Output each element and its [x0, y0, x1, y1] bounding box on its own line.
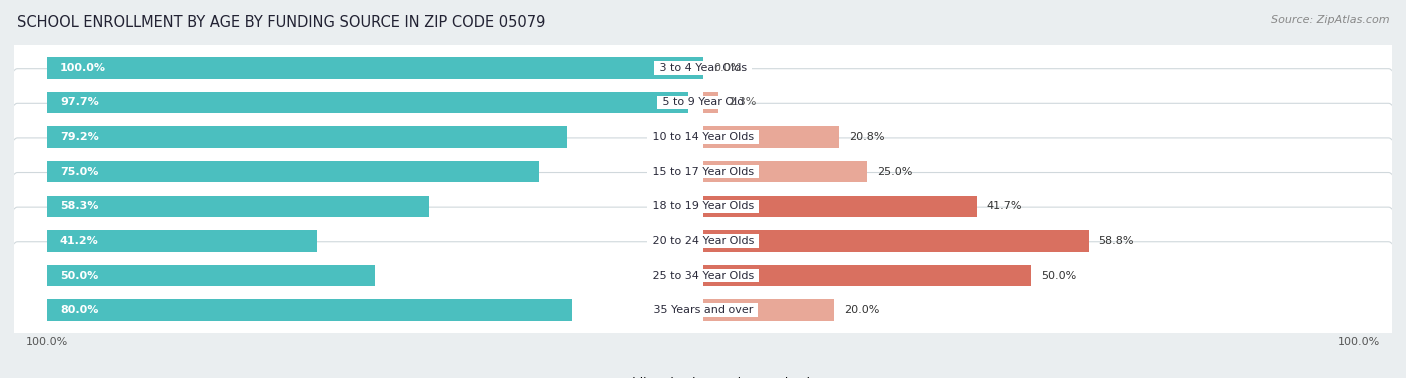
FancyBboxPatch shape: [7, 103, 1399, 240]
Bar: [703, 299, 834, 321]
Legend: Public School, Private School: Public School, Private School: [596, 377, 810, 378]
Bar: [703, 92, 718, 113]
Bar: [46, 126, 567, 148]
FancyBboxPatch shape: [7, 34, 1399, 171]
Text: 2.3%: 2.3%: [728, 98, 756, 107]
FancyBboxPatch shape: [7, 242, 1399, 378]
Text: 20 to 24 Year Olds: 20 to 24 Year Olds: [648, 236, 758, 246]
Bar: [46, 195, 429, 217]
Bar: [46, 230, 318, 252]
Text: 20.0%: 20.0%: [844, 305, 879, 315]
Text: 18 to 19 Year Olds: 18 to 19 Year Olds: [648, 201, 758, 211]
Bar: [703, 195, 977, 217]
Bar: [46, 299, 572, 321]
Text: 50.0%: 50.0%: [1040, 271, 1076, 280]
Text: 41.2%: 41.2%: [60, 236, 98, 246]
Text: 10 to 14 Year Olds: 10 to 14 Year Olds: [648, 132, 758, 142]
Text: 41.7%: 41.7%: [987, 201, 1022, 211]
Text: 100.0%: 100.0%: [60, 63, 105, 73]
Bar: [46, 92, 688, 113]
Bar: [46, 265, 375, 286]
Text: 15 to 17 Year Olds: 15 to 17 Year Olds: [648, 167, 758, 177]
Text: 5 to 9 Year Old: 5 to 9 Year Old: [658, 98, 748, 107]
Bar: [46, 161, 538, 183]
Text: 0.0%: 0.0%: [713, 63, 741, 73]
Text: 58.8%: 58.8%: [1098, 236, 1135, 246]
Text: 25 to 34 Year Olds: 25 to 34 Year Olds: [648, 271, 758, 280]
Text: 75.0%: 75.0%: [60, 167, 98, 177]
Bar: [46, 57, 703, 79]
FancyBboxPatch shape: [7, 138, 1399, 275]
Text: 97.7%: 97.7%: [60, 98, 98, 107]
Text: Source: ZipAtlas.com: Source: ZipAtlas.com: [1271, 15, 1389, 25]
Text: 58.3%: 58.3%: [60, 201, 98, 211]
Bar: [703, 161, 868, 183]
FancyBboxPatch shape: [7, 69, 1399, 206]
Text: 50.0%: 50.0%: [60, 271, 98, 280]
Text: 3 to 4 Year Olds: 3 to 4 Year Olds: [655, 63, 751, 73]
Text: 80.0%: 80.0%: [60, 305, 98, 315]
Bar: [703, 126, 839, 148]
Text: SCHOOL ENROLLMENT BY AGE BY FUNDING SOURCE IN ZIP CODE 05079: SCHOOL ENROLLMENT BY AGE BY FUNDING SOUR…: [17, 15, 546, 30]
Bar: [703, 230, 1088, 252]
Text: 79.2%: 79.2%: [60, 132, 98, 142]
FancyBboxPatch shape: [7, 0, 1399, 136]
FancyBboxPatch shape: [7, 207, 1399, 344]
Text: 25.0%: 25.0%: [877, 167, 912, 177]
Text: 20.8%: 20.8%: [849, 132, 884, 142]
Text: 35 Years and over: 35 Years and over: [650, 305, 756, 315]
Bar: [703, 265, 1031, 286]
FancyBboxPatch shape: [7, 172, 1399, 309]
